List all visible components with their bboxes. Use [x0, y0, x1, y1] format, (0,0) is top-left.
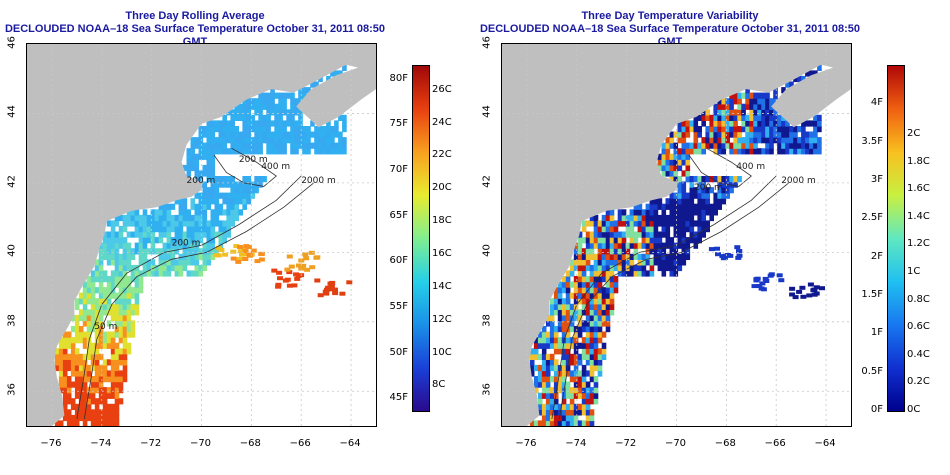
nova-scotia-land	[771, 61, 851, 128]
colorbar-celsius-label: 1.2C	[907, 238, 930, 250]
colorbar-celsius-label: 0.6C	[907, 321, 930, 333]
colorbar-fahrenheit-label: 3.5F	[861, 135, 883, 147]
colorbar-fahrenheit-label: 55F	[389, 300, 408, 312]
sst-average-map: 200 m 2000 m 400 m 200 m 200 m 50 m	[26, 43, 377, 427]
latitude-tick-label: 38	[481, 313, 493, 327]
temperature-colorbar	[412, 65, 430, 412]
colorbar-celsius-label: 10C	[432, 346, 452, 358]
contour-label: 400 m	[736, 162, 765, 172]
longitude-tick-label: −74	[90, 438, 112, 449]
depth-contour	[213, 147, 277, 187]
colorbar-fahrenheit-label: 70F	[389, 163, 408, 175]
sst-variability-map: 2000 m 400 m 200 m	[501, 43, 852, 427]
longitude-tick-label: −76	[40, 438, 62, 449]
latitude-tick-label: 36	[481, 383, 493, 397]
longitude-tick-label: −74	[565, 438, 587, 449]
latitude-tick-label: 44	[481, 105, 493, 119]
colorbar-celsius-label: 20C	[432, 182, 452, 194]
latitude-tick-label: 40	[6, 244, 18, 258]
colorbar-fahrenheit-label: 2F	[870, 250, 883, 262]
longitude-tick-label: −64	[814, 438, 836, 449]
colorbar-fahrenheit-label: 0F	[870, 404, 883, 415]
depth-contour	[688, 147, 752, 187]
colorbar-celsius-label: 0.4C	[907, 348, 930, 360]
colorbar-fahrenheit-label: 45F	[389, 392, 408, 404]
longitude-tick-label: −68	[714, 438, 736, 449]
colorbar-celsius-label: 26C	[432, 83, 452, 95]
colorbar-fahrenheit-label: 3F	[870, 174, 883, 185]
longitude-tick-label: −64	[339, 438, 361, 449]
colorbar-fahrenheit-label: 1F	[870, 327, 883, 339]
colorbar-celsius-label: 1.6C	[907, 183, 930, 195]
latitude-tick-label: 38	[6, 313, 18, 327]
sst-variability-panel: Three Day Temperature Variability DECLOU…	[475, 0, 950, 475]
colorbar-celsius-label: 1C	[907, 266, 921, 277]
colorbar-fahrenheit-label: 75F	[389, 118, 408, 130]
latitude-tick-label: 44	[6, 105, 18, 119]
colorbar-fahrenheit-label: 80F	[389, 72, 408, 84]
nova-scotia-land	[296, 61, 376, 128]
colorbar-celsius-label: 1.8C	[907, 155, 930, 167]
latitude-tick-label: 46	[6, 36, 18, 49]
longitude-tick-label: −72	[140, 438, 162, 449]
latitude-tick-label: 40	[481, 244, 493, 258]
colorbar-celsius-label: 0.2C	[907, 376, 930, 388]
colorbar-celsius-label: 0.8C	[907, 293, 930, 305]
land-mass	[502, 44, 851, 426]
land-mass	[27, 44, 376, 426]
cape-cod-land	[191, 181, 203, 194]
colorbar-fahrenheit-label: 0.5F	[861, 365, 883, 377]
colorbar-celsius-label: 18C	[432, 215, 452, 227]
latitude-tick-label: 46	[481, 36, 493, 49]
contour-label: 2000 m	[301, 176, 336, 186]
colorbar-fahrenheit-label: 4F	[870, 97, 883, 109]
longitude-tick-label: −70	[189, 438, 212, 449]
colorbar-celsius-label: 24C	[432, 116, 452, 128]
depth-contour	[83, 182, 314, 420]
colorbar-celsius-label: 22C	[432, 149, 452, 161]
longitude-tick-label: −68	[239, 438, 261, 449]
colorbar-celsius-label: 2C	[907, 128, 921, 139]
colorbar-celsius-label: 1.4C	[907, 210, 930, 222]
colorbar-fahrenheit-label: 2.5F	[861, 212, 883, 224]
contour-label: 200 m	[694, 183, 723, 193]
sst-data-layer	[54, 64, 353, 426]
contour-label: 2000 m	[781, 176, 816, 186]
contour-label: 200 m	[172, 238, 201, 248]
longitude-tick-label: −66	[764, 438, 786, 449]
latitude-tick-label: 42	[481, 175, 493, 188]
colorbar-celsius-label: 16C	[432, 247, 452, 259]
depth-contour	[551, 175, 777, 420]
colorbar-celsius-label: 0C	[907, 404, 921, 415]
longitude-tick-label: −72	[615, 438, 637, 449]
map-canvas: 2000 m 400 m 200 m	[502, 44, 851, 426]
colorbar-fahrenheit-label: 60F	[389, 255, 408, 267]
contour-label: 200 m	[187, 176, 216, 186]
variability-colorbar	[887, 65, 905, 412]
colorbar-fahrenheit-label: 50F	[389, 346, 408, 358]
latitude-tick-label: 36	[6, 383, 18, 397]
contour-label: 50 m	[94, 322, 117, 332]
colorbar-fahrenheit-label: 1.5F	[861, 289, 883, 300]
sst-average-panel: Three Day Rolling Average DECLOUDED NOAA…	[5, 10, 452, 449]
latitude-tick-label: 42	[6, 175, 18, 188]
longitude-tick-label: −76	[515, 438, 537, 449]
colorbar-celsius-label: 12C	[432, 313, 452, 325]
panel-title: Three Day Temperature Variability	[581, 10, 759, 22]
colorbar-fahrenheit-label: 65F	[389, 209, 408, 221]
colorbar-celsius-label: 8C	[432, 379, 446, 391]
longitude-tick-label: −66	[289, 438, 311, 449]
colorbar-celsius-label: 14C	[432, 280, 452, 292]
cape-cod-land	[666, 181, 678, 194]
panel-title: Three Day Rolling Average	[125, 10, 265, 22]
contour-label: 400 m	[261, 162, 290, 172]
depth-contour	[558, 182, 789, 420]
depth-contour	[76, 175, 302, 420]
contour-label: 200 m	[239, 155, 268, 165]
longitude-tick-label: −70	[664, 438, 687, 449]
